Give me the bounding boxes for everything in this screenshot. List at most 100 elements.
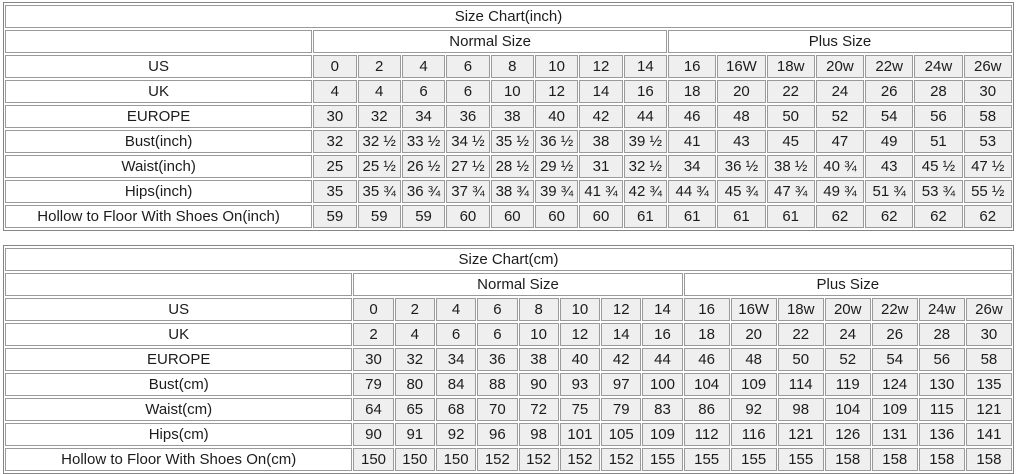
size-value-cell: 84: [435, 373, 477, 396]
size-value-cell: 4: [313, 80, 357, 103]
size-value-cell: 155: [777, 448, 824, 471]
size-value-cell: 62: [865, 205, 914, 228]
size-value-cell: 2: [353, 323, 394, 346]
size-value-cell: 10: [559, 298, 601, 321]
size-value-cell: 116: [730, 423, 777, 446]
size-value-cell: 36: [477, 348, 518, 371]
size-value-cell: 158: [918, 448, 965, 471]
size-chart-inch-table: Size Chart(inch) Normal Size Plus Size U…: [3, 2, 1014, 231]
measurement-row: US 0 2 4 6 8 10 12 14 16 16W 18w 20w 22w 24w 26w: [5, 298, 1012, 321]
size-value-cell: 60: [446, 205, 490, 228]
size-value-cell: 40: [559, 348, 601, 371]
size-value-cell: 38: [490, 105, 534, 128]
size-value-cell: 44: [642, 348, 683, 371]
size-value-cell: 30: [313, 105, 357, 128]
size-value-cell: 150: [394, 448, 435, 471]
size-value-cell: 36 ½: [534, 130, 579, 153]
size-value-cell: 35: [313, 180, 357, 203]
size-value-cell: 24w: [918, 298, 965, 321]
size-value-cell: 18: [683, 323, 730, 346]
size-value-cell: 20w: [824, 298, 871, 321]
size-value-cell: 152: [601, 448, 642, 471]
size-value-cell: 26w: [965, 298, 1012, 321]
size-value-cell: 50: [777, 348, 824, 371]
size-value-cell: 126: [824, 423, 871, 446]
size-value-cell: 158: [824, 448, 871, 471]
size-value-cell: 2: [394, 298, 435, 321]
size-value-cell: 109: [871, 398, 918, 421]
size-value-cell: 62: [963, 205, 1012, 228]
size-value-cell: 42 ¾: [623, 180, 668, 203]
row-label: Waist(inch): [5, 155, 313, 178]
size-value-cell: 64: [353, 398, 394, 421]
row-label: Hollow to Floor With Shoes On(inch): [5, 205, 313, 228]
size-value-cell: 96: [477, 423, 518, 446]
size-value-cell: 20: [717, 80, 766, 103]
size-value-cell: 47 ½: [963, 155, 1012, 178]
row-label: EUROPE: [5, 348, 353, 371]
size-value-cell: 51 ¾: [865, 180, 914, 203]
size-value-cell: 14: [601, 323, 642, 346]
size-value-cell: 36 ½: [717, 155, 766, 178]
measurement-row: UK 4 4 6 6 10 12 14 16 18 20 22 24 26 28 30: [5, 80, 1012, 103]
size-value-cell: 79: [353, 373, 394, 396]
size-value-cell: 6: [446, 55, 490, 78]
size-value-cell: 130: [918, 373, 965, 396]
size-value-cell: 72: [518, 398, 559, 421]
size-value-cell: 62: [914, 205, 963, 228]
size-value-cell: 16: [668, 55, 717, 78]
size-value-cell: 93: [559, 373, 601, 396]
header-spacer-cell: [5, 30, 313, 53]
size-value-cell: 61: [623, 205, 668, 228]
size-value-cell: 52: [824, 348, 871, 371]
size-value-cell: 42: [601, 348, 642, 371]
size-value-cell: 59: [401, 205, 446, 228]
size-value-cell: 47 ¾: [766, 180, 815, 203]
size-value-cell: 121: [777, 423, 824, 446]
size-chart-page: Size Chart(inch) Normal Size Plus Size U…: [3, 2, 1014, 474]
table-title-row: Size Chart(inch): [5, 5, 1012, 28]
row-label: Waist(cm): [5, 398, 353, 421]
size-value-cell: 36 ¾: [401, 180, 446, 203]
size-value-cell: 16W: [717, 55, 766, 78]
measurement-row: UK 2 4 6 6 10 12 14 16 18 20 22 24 26 28 30: [5, 323, 1012, 346]
size-value-cell: 105: [601, 423, 642, 446]
row-label: UK: [5, 80, 313, 103]
size-value-cell: 114: [777, 373, 824, 396]
size-value-cell: 4: [435, 298, 477, 321]
size-value-cell: 0: [313, 55, 357, 78]
size-value-cell: 60: [579, 205, 623, 228]
size-value-cell: 54: [865, 105, 914, 128]
size-value-cell: 26w: [963, 55, 1012, 78]
size-value-cell: 62: [815, 205, 865, 228]
row-label: EUROPE: [5, 105, 313, 128]
size-value-cell: 22: [766, 80, 815, 103]
size-value-cell: 33 ½: [401, 130, 446, 153]
size-value-cell: 36: [446, 105, 490, 128]
size-value-cell: 131: [871, 423, 918, 446]
size-value-cell: 32 ½: [357, 130, 401, 153]
size-value-cell: 28 ½: [490, 155, 534, 178]
size-value-cell: 22: [777, 323, 824, 346]
size-value-cell: 0: [353, 298, 394, 321]
size-value-cell: 41 ¾: [579, 180, 623, 203]
row-label: Bust(cm): [5, 373, 353, 396]
size-value-cell: 44 ¾: [668, 180, 717, 203]
size-value-cell: 100: [642, 373, 683, 396]
table-title: Size Chart(inch): [5, 5, 1012, 28]
size-value-cell: 109: [642, 423, 683, 446]
measurement-row: EUROPE 30 32 34 36 38 40 42 44 46 48 50 52 54 56 58: [5, 348, 1012, 371]
size-value-cell: 79: [601, 398, 642, 421]
size-value-cell: 150: [435, 448, 477, 471]
row-label: US: [5, 298, 353, 321]
row-label: US: [5, 55, 313, 78]
size-value-cell: 29 ½: [534, 155, 579, 178]
size-value-cell: 59: [357, 205, 401, 228]
size-value-cell: 121: [965, 398, 1012, 421]
size-value-cell: 60: [490, 205, 534, 228]
size-value-cell: 152: [477, 448, 518, 471]
size-value-cell: 44: [623, 105, 668, 128]
size-value-cell: 155: [730, 448, 777, 471]
size-value-cell: 45 ¾: [717, 180, 766, 203]
size-value-cell: 56: [914, 105, 963, 128]
